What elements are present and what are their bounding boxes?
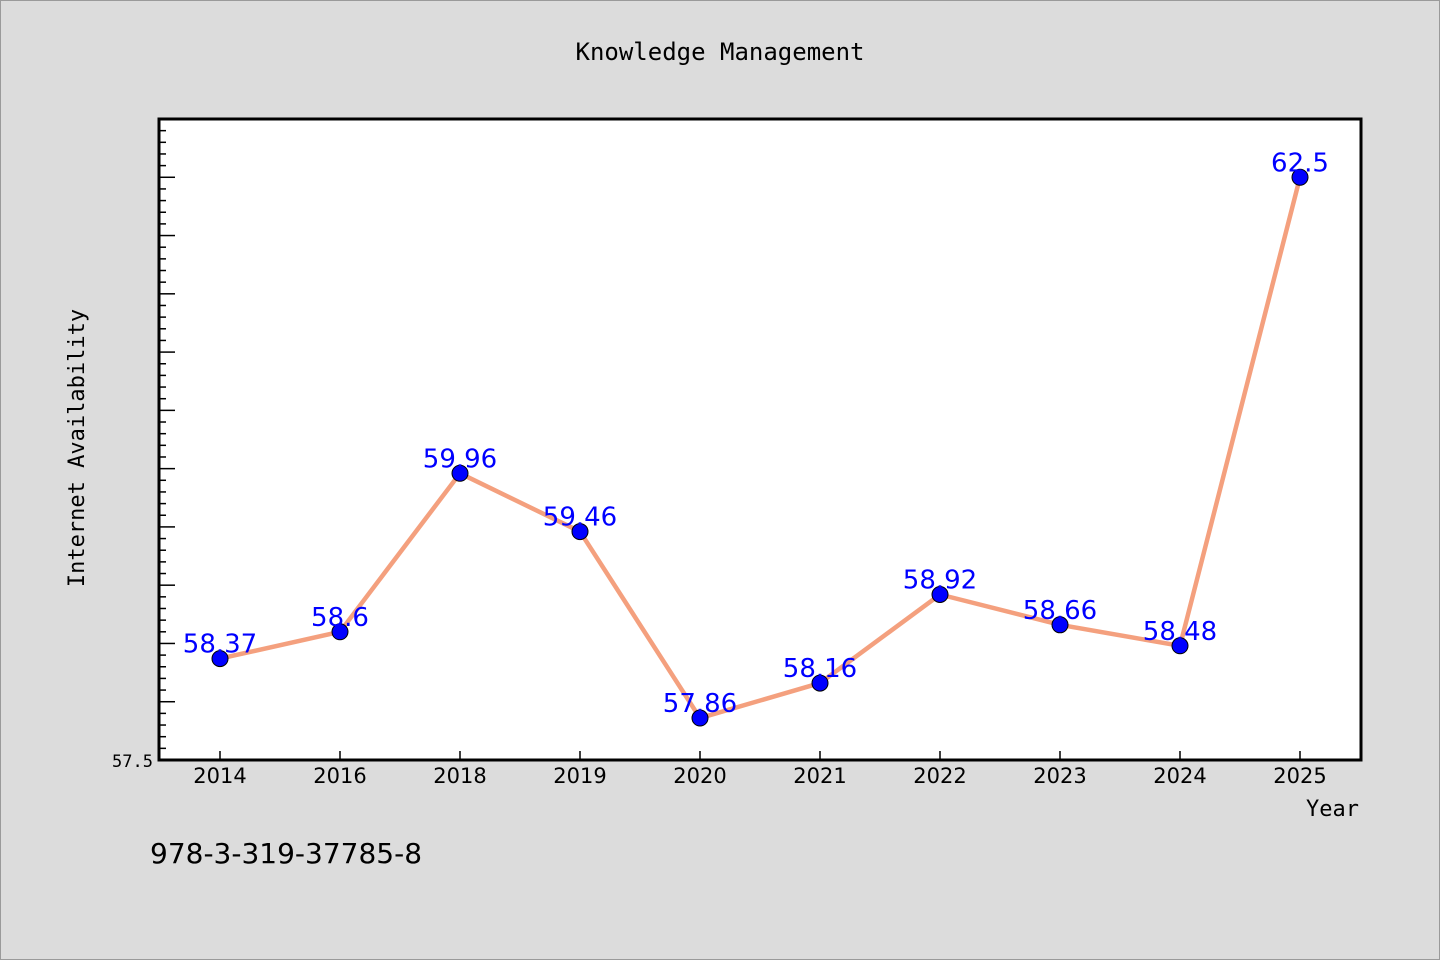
data-point — [1051, 616, 1069, 634]
data-point — [1291, 168, 1309, 186]
data-point — [811, 674, 829, 692]
x-axis-ticks — [219, 751, 1301, 760]
data-label: 58.66 — [1023, 596, 1097, 626]
data-point — [931, 586, 949, 604]
data-label: 58.48 — [1143, 617, 1217, 647]
x-tick-label: 2021 — [793, 764, 846, 788]
plot-area — [157, 117, 1363, 762]
data-label: 58.6 — [311, 603, 369, 633]
x-tick-label: 2018 — [433, 764, 486, 788]
data-label: 62.5 — [1271, 148, 1329, 178]
data-labels: 58.37 58.6 59.96 59.46 57.86 58.16 58.92 58.66 5… — [183, 148, 1329, 719]
x-tick-label: 2014 — [193, 764, 246, 788]
isbn-text: 978-3-319-37785-8 — [150, 837, 422, 870]
y-axis-label: Internet Availability — [65, 309, 90, 587]
chart-title: Knowledge Management — [576, 38, 865, 66]
x-axis-tick-labels: 2014 2016 2018 2019 2020 2021 2022 2023 2024 2025 — [193, 764, 1326, 788]
x-tick-label: 2016 — [313, 764, 366, 788]
x-tick-label: 2025 — [1273, 764, 1326, 788]
x-axis-label: Year — [1306, 797, 1359, 822]
x-tick-label: 2024 — [1153, 764, 1206, 788]
data-point — [691, 709, 709, 727]
data-point — [1171, 637, 1189, 655]
data-label: 59.96 — [423, 444, 497, 474]
data-label: 58.92 — [903, 566, 977, 596]
data-point — [571, 523, 589, 541]
x-tick-label: 2020 — [673, 764, 726, 788]
series-line — [217, 175, 1303, 721]
data-point — [211, 650, 229, 668]
series-line-path — [217, 175, 1303, 721]
data-label: 57.86 — [663, 689, 737, 719]
data-label: 58.16 — [783, 654, 857, 684]
series-markers — [211, 168, 1309, 727]
data-label: 59.46 — [543, 503, 617, 533]
data-point — [451, 464, 469, 482]
x-tick-label: 2019 — [553, 764, 606, 788]
x-tick-label: 2023 — [1033, 764, 1086, 788]
y-tick-label: 57.5 — [112, 752, 153, 772]
x-tick-label: 2022 — [913, 764, 966, 788]
data-label: 58.37 — [183, 630, 257, 660]
data-point — [331, 623, 349, 641]
y-axis-ticks — [159, 129, 175, 750]
